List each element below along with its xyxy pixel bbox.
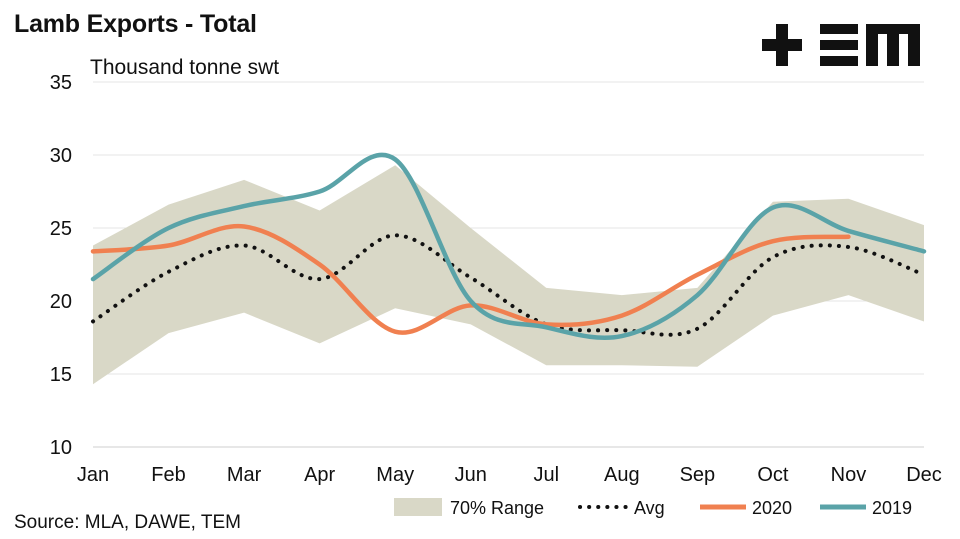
x-tick-label: Dec	[906, 464, 942, 486]
source-note: Source: MLA, DAWE, TEM	[14, 512, 241, 533]
legend: 70% Range Avg 2020 2019	[394, 498, 912, 518]
legend-label-avg: Avg	[634, 498, 665, 518]
x-tick-label: Jun	[455, 464, 487, 486]
y-axis-ticks: 10 15 20 25 30 35	[50, 72, 72, 459]
y-tick-label: 35	[50, 72, 72, 94]
range-band	[93, 165, 924, 385]
legend-label-range: 70% Range	[450, 498, 544, 518]
x-tick-label: Nov	[831, 464, 867, 486]
y-tick-label: 15	[50, 364, 72, 386]
x-tick-label: Oct	[757, 464, 789, 486]
avg-line	[91, 233, 926, 337]
brand-logo	[762, 24, 920, 66]
x-tick-label: May	[376, 464, 414, 486]
y-tick-label: 30	[50, 145, 72, 167]
x-tick-label: Jul	[533, 464, 559, 486]
range-band-layer	[93, 165, 924, 385]
series-lines	[90, 152, 927, 341]
series-2019-line	[90, 152, 927, 341]
x-tick-label: Jan	[77, 464, 109, 486]
y-tick-label: 20	[50, 291, 72, 313]
series-2020-line	[90, 223, 851, 335]
y-tick-label: 25	[50, 218, 72, 240]
x-tick-label: Sep	[680, 464, 716, 486]
unit-label: Thousand tonne swt	[90, 56, 280, 79]
x-tick-label: Feb	[151, 464, 185, 486]
legend-swatch-range	[394, 498, 442, 516]
y-tick-label: 10	[50, 437, 72, 459]
x-tick-label: Aug	[604, 464, 640, 486]
x-tick-label: Apr	[304, 464, 335, 486]
legend-label-2020: 2020	[752, 498, 792, 518]
legend-label-2019: 2019	[872, 498, 912, 518]
x-axis-ticks: Jan Feb Mar Apr May Jun Jul Aug Sep Oct Nov Dec	[77, 464, 942, 486]
x-tick-label: Mar	[227, 464, 262, 486]
chart-title: Lamb Exports - Total	[14, 10, 257, 38]
